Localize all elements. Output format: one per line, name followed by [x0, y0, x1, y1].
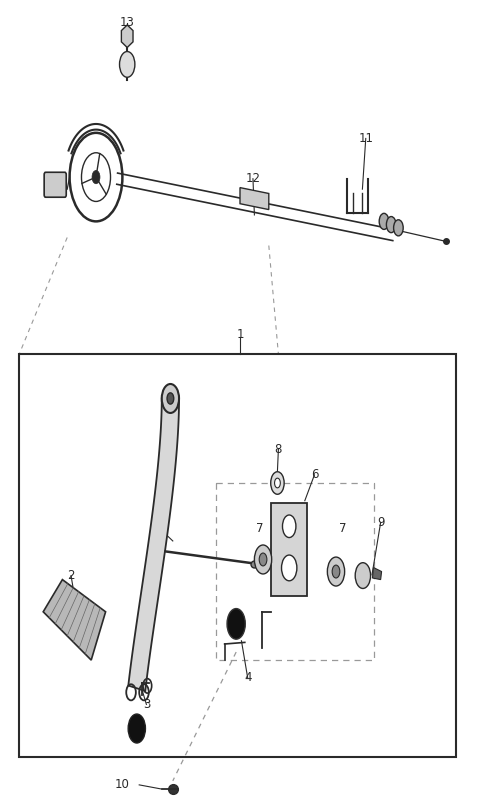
Text: 2: 2 — [67, 569, 75, 582]
Circle shape — [355, 563, 371, 588]
Circle shape — [394, 220, 403, 236]
Bar — [271, 503, 307, 596]
Text: 12: 12 — [245, 172, 261, 185]
Circle shape — [275, 478, 280, 488]
FancyBboxPatch shape — [44, 172, 66, 197]
Text: 6: 6 — [311, 469, 318, 481]
Circle shape — [282, 515, 296, 538]
Text: 7: 7 — [256, 522, 264, 535]
Circle shape — [92, 171, 100, 184]
Bar — [216, 483, 374, 660]
Circle shape — [259, 553, 267, 566]
Circle shape — [327, 557, 345, 586]
Text: 11: 11 — [358, 132, 373, 145]
Text: 8: 8 — [275, 443, 282, 456]
Circle shape — [386, 217, 396, 233]
Circle shape — [332, 565, 340, 578]
Circle shape — [162, 384, 179, 413]
Text: 3: 3 — [143, 698, 150, 711]
Circle shape — [271, 472, 284, 494]
Text: 5: 5 — [155, 521, 162, 534]
Circle shape — [120, 52, 135, 77]
Text: 9: 9 — [377, 516, 384, 529]
Circle shape — [128, 714, 145, 743]
Polygon shape — [128, 398, 179, 691]
Text: 4: 4 — [244, 671, 252, 684]
Text: 1: 1 — [236, 328, 244, 341]
Polygon shape — [43, 580, 106, 660]
Bar — [19, 354, 456, 757]
Polygon shape — [240, 188, 269, 209]
Circle shape — [254, 545, 272, 574]
Text: 10: 10 — [115, 778, 130, 791]
Polygon shape — [372, 568, 382, 580]
Circle shape — [227, 609, 245, 639]
Circle shape — [379, 213, 389, 229]
Polygon shape — [121, 25, 133, 47]
Circle shape — [281, 555, 297, 581]
Circle shape — [167, 393, 174, 404]
Text: 7: 7 — [339, 522, 347, 535]
Text: 13: 13 — [120, 16, 134, 29]
